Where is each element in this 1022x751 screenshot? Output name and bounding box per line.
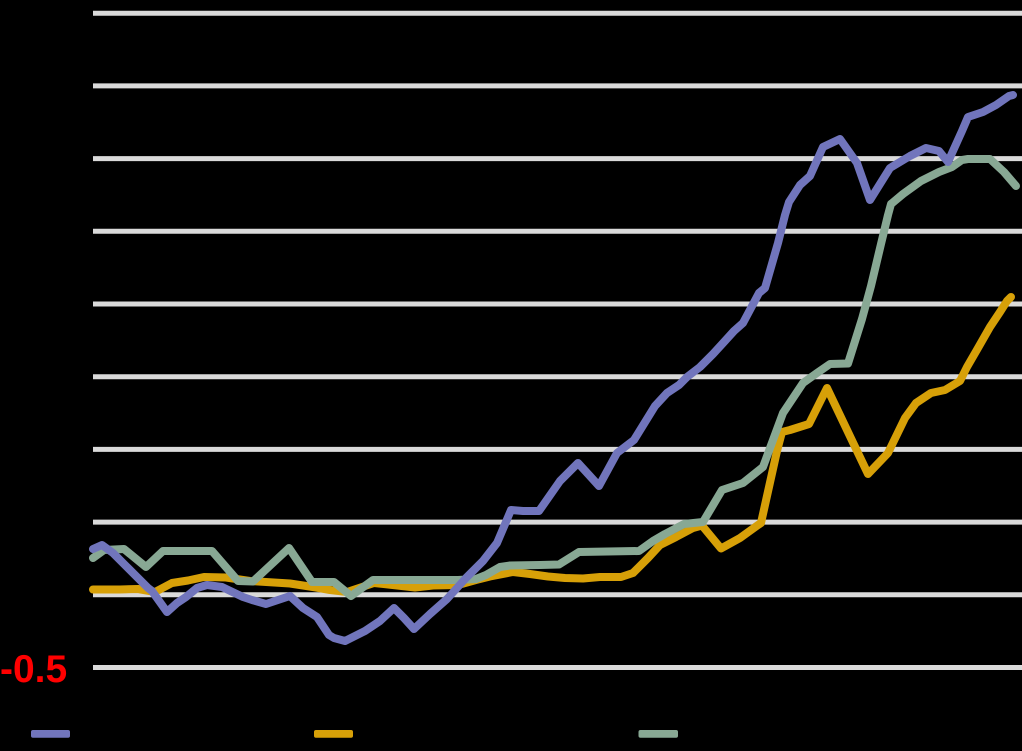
svg-text:-0.5: -0.5 — [0, 648, 67, 691]
